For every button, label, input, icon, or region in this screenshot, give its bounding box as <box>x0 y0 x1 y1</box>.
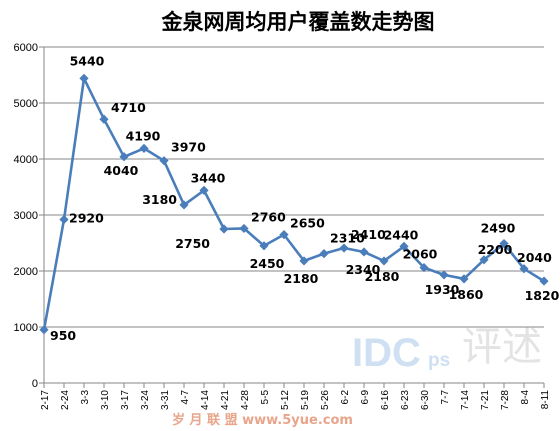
x-tick-label: 3-31 <box>160 390 171 410</box>
data-point <box>299 256 309 266</box>
data-point <box>379 256 389 266</box>
data-point <box>179 200 189 210</box>
watermark-brand-suffix: ps <box>428 350 450 371</box>
x-tick-label: 6-2 <box>340 390 351 405</box>
data-label: 2060 <box>403 247 438 262</box>
x-tick-label: 7-21 <box>480 390 491 410</box>
data-point <box>59 214 69 225</box>
data-label: 1860 <box>449 287 484 302</box>
data-label: 2750 <box>175 236 210 251</box>
watermark-brand: IDC <box>352 331 421 375</box>
data-labels: 950 2920 5440 4710 4040 4190 3970 3180 3440 2750 2… <box>50 53 560 342</box>
x-tick-label: 5-5 <box>260 390 271 405</box>
data-point <box>499 238 509 249</box>
x-tick-label: 5-26 <box>320 390 331 410</box>
data-point <box>339 243 349 253</box>
data-point <box>239 223 249 234</box>
data-point <box>219 224 229 234</box>
data-point <box>99 114 109 124</box>
x-tick-label: 6-23 <box>400 390 411 410</box>
series-layer <box>39 73 549 335</box>
data-label: 2760 <box>251 209 286 224</box>
x-tick-label: 7-7 <box>440 390 451 405</box>
data-label: 2200 <box>478 242 513 257</box>
x-tick-label: 2-24 <box>60 390 71 410</box>
data-point <box>139 143 149 153</box>
data-point <box>159 156 169 166</box>
data-label: 2040 <box>517 250 552 265</box>
x-tick-label: 3-17 <box>120 390 131 410</box>
data-point <box>359 247 369 257</box>
data-point <box>399 241 409 251</box>
x-tick-label: 5-19 <box>300 390 311 410</box>
data-label: 1820 <box>525 288 560 303</box>
y-tick-label: 0 <box>32 378 38 390</box>
x-tick-label: 6-9 <box>360 390 371 405</box>
data-label: 2180 <box>365 269 400 284</box>
data-point <box>519 264 529 274</box>
data-label: 2490 <box>481 221 516 236</box>
data-point <box>539 276 549 286</box>
x-tick-label: 3-3 <box>80 390 91 405</box>
data-point <box>439 270 449 280</box>
data-point <box>319 249 329 259</box>
x-tick-label: 5-12 <box>280 390 291 410</box>
data-label: 2180 <box>284 271 319 286</box>
x-tick-label: 3-10 <box>100 390 111 410</box>
x-axis-ticks: 2-17 2-24 3-3 3-10 3-17 3-24 3-31 4-7 4-14 4-21 4-… <box>40 390 551 410</box>
chart-title: 金泉网周均用户覆盖数走势图 <box>161 10 435 34</box>
data-label: 3970 <box>171 140 206 155</box>
data-point <box>79 73 89 83</box>
data-point <box>419 263 429 273</box>
data-label: 2650 <box>290 216 325 231</box>
y-tick-label: 3000 <box>14 210 38 222</box>
x-tick-label: 8-11 <box>540 390 551 410</box>
data-point <box>459 274 469 284</box>
data-point <box>479 255 489 265</box>
x-tick-label: 4-7 <box>180 390 191 405</box>
y-tick-label: 2000 <box>14 266 38 278</box>
data-point <box>119 152 129 162</box>
y-tick-label: 4000 <box>14 154 38 166</box>
x-tick-label: 4-14 <box>200 390 211 410</box>
data-point <box>39 325 49 335</box>
data-point <box>199 185 209 195</box>
x-tick-label: 3-24 <box>140 390 151 410</box>
data-label: 1930 <box>425 282 460 297</box>
gridlines <box>44 46 544 328</box>
x-tick-label: 8-4 <box>520 390 531 405</box>
x-tick-label: 4-28 <box>240 390 251 410</box>
x-tick-label: 6-16 <box>380 390 391 410</box>
data-point <box>259 241 269 251</box>
x-tick-label: 6-30 <box>420 390 431 410</box>
watermark-seal: 评述 <box>462 324 542 370</box>
watermark-site: 岁 月 联 盟 www.5yue.com <box>172 412 353 428</box>
data-label: 2920 <box>69 210 104 225</box>
data-label: 950 <box>50 328 76 343</box>
y-tick-label: 6000 <box>14 42 38 54</box>
data-point <box>279 230 289 240</box>
y-tick-label: 5000 <box>14 98 38 110</box>
x-tick-label: 2-17 <box>40 390 51 410</box>
data-label: 4190 <box>126 128 161 143</box>
data-label: 2440 <box>384 227 419 242</box>
data-label: 2450 <box>250 256 285 271</box>
x-tick-label: 4-21 <box>220 390 231 410</box>
data-label: 3440 <box>191 170 226 185</box>
data-label: 2310 <box>330 231 365 246</box>
x-tick-label: 7-14 <box>460 390 471 410</box>
y-tick-label: 1000 <box>14 322 38 334</box>
data-label: 4710 <box>111 100 146 115</box>
data-label: 3180 <box>142 192 177 207</box>
y-axis-ticks: 0 1000 2000 3000 4000 5000 6000 <box>14 42 38 390</box>
x-tick-label: 7-28 <box>500 390 511 410</box>
watermark-layer: IDC ps 评述 <box>352 324 542 375</box>
data-label: 5440 <box>70 53 105 68</box>
data-label: 4040 <box>104 163 139 178</box>
data-label: 2340 <box>346 262 381 277</box>
data-label: 2410 <box>351 227 386 242</box>
